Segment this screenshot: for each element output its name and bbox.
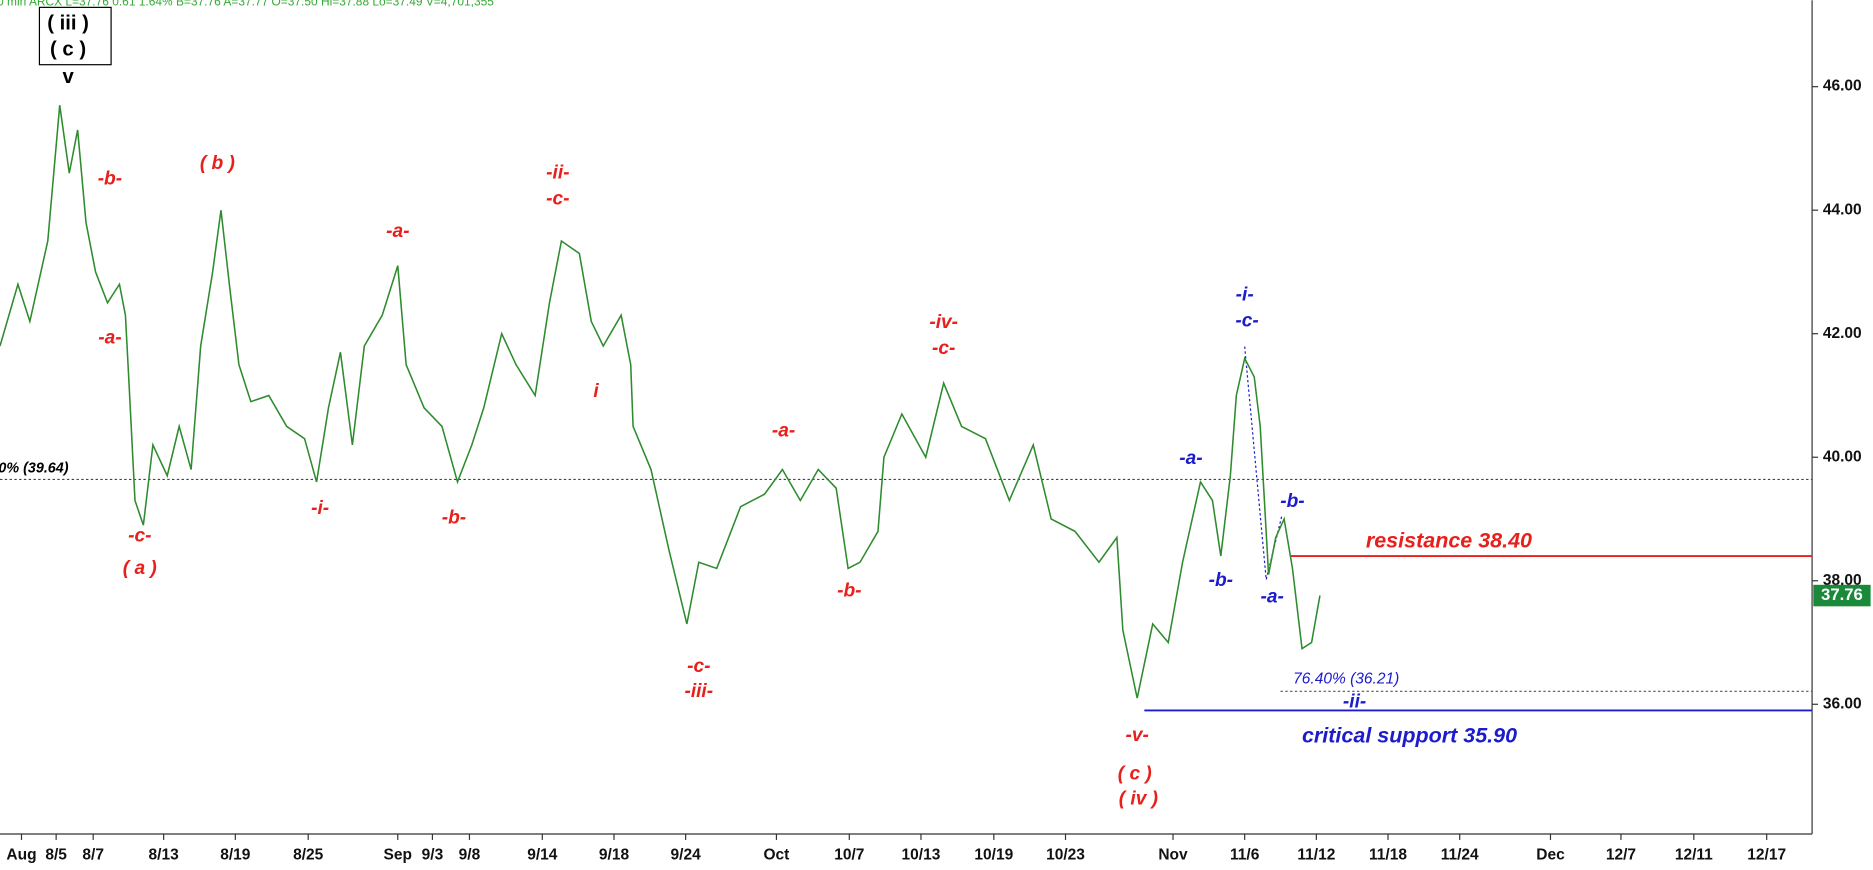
x-tick-label: 11/6	[1230, 847, 1260, 864]
x-tick-label: 8/5	[45, 847, 67, 864]
annotation: -iv-	[929, 312, 958, 333]
annotation: ( b )	[200, 153, 235, 174]
y-tick-label: 38.00	[1823, 572, 1862, 589]
annotation: -c-	[932, 338, 955, 359]
x-tick-label: Oct	[763, 847, 789, 864]
x-tick-label: 9/8	[459, 847, 481, 864]
level-label: 76.40% (36.21)	[1293, 670, 1399, 687]
x-tick-label: 9/3	[422, 847, 444, 864]
x-tick-label: Sep	[384, 847, 412, 864]
x-tick-label: 11/12	[1297, 847, 1335, 864]
x-tick-label: 8/19	[220, 847, 251, 864]
y-tick-label: 46.00	[1823, 78, 1862, 95]
annotation: -b-	[442, 508, 466, 529]
last-price-label: 37.76	[1821, 585, 1863, 604]
annotation: -a-	[1179, 448, 1202, 469]
annotation: -a-	[772, 420, 795, 441]
annotation: -c-	[546, 189, 569, 210]
annotation: -iii-	[684, 681, 713, 702]
annotation: -c-	[687, 656, 710, 677]
price-line	[0, 105, 1321, 699]
x-tick-label: Nov	[1158, 847, 1188, 864]
x-tick-label: 8/25	[293, 847, 324, 864]
header: 60 min ARCX L=37.76 0.61 1.64% B=37.76 A…	[0, 0, 494, 9]
annotation: -b-	[1280, 491, 1304, 512]
x-tick-label: 11/24	[1441, 847, 1479, 864]
annotation: -b-	[98, 168, 122, 189]
annotation: ( iv )	[1119, 788, 1158, 809]
x-tick-label: 10/13	[902, 847, 941, 864]
x-tick-label: 10/19	[974, 847, 1013, 864]
annotation: -i-	[311, 498, 329, 519]
x-tick-label: Dec	[1536, 847, 1565, 864]
x-tick-label: 12/7	[1606, 847, 1636, 864]
x-tick-label: 12/11	[1675, 847, 1713, 864]
y-tick-label: 42.00	[1823, 325, 1862, 342]
annotation: -i-	[1236, 284, 1254, 305]
annotation: -a-	[386, 221, 409, 242]
level-label: critical support 35.90	[1302, 723, 1517, 747]
x-tick-label: 12/17	[1747, 847, 1786, 864]
annotation: ( c )	[1118, 763, 1152, 784]
annotation: -b-	[1209, 570, 1233, 591]
wave-line	[1244, 346, 1283, 580]
annotation: i	[593, 381, 599, 402]
annotation: v	[62, 66, 74, 88]
annotation: ( a )	[123, 558, 157, 579]
annotation: -ii-	[546, 162, 569, 183]
annotation: -a-	[1260, 587, 1283, 608]
y-tick-label: 40.00	[1823, 448, 1862, 465]
x-tick-label: 9/18	[599, 847, 630, 864]
x-tick-label: 10/23	[1046, 847, 1085, 864]
x-tick-label: 9/24	[671, 847, 702, 864]
x-tick-label: 10/7	[834, 847, 864, 864]
level-label: 60% (39.64)	[0, 460, 69, 476]
level-label: resistance 38.40	[1366, 528, 1532, 552]
x-tick-label: 11/18	[1369, 847, 1407, 864]
x-tick-label: 9/14	[527, 847, 558, 864]
wave-box	[38, 6, 112, 66]
x-tick-label: 8/7	[82, 847, 104, 864]
annotation: -c-	[128, 526, 151, 547]
annotation: -b-	[837, 581, 861, 602]
y-tick-label: 36.00	[1823, 695, 1862, 712]
x-tick-label: Aug	[6, 847, 36, 864]
annotation: ( c )	[50, 39, 86, 61]
last-price-badge	[1813, 584, 1871, 607]
annotation: -ii-	[1343, 692, 1366, 713]
annotation: ( iii )	[47, 12, 89, 34]
annotation: -a-	[98, 327, 121, 348]
y-tick-label: 44.00	[1823, 201, 1862, 218]
annotation: -c-	[1235, 311, 1258, 332]
x-tick-label: 8/13	[149, 847, 180, 864]
annotation: -v-	[1125, 725, 1148, 746]
